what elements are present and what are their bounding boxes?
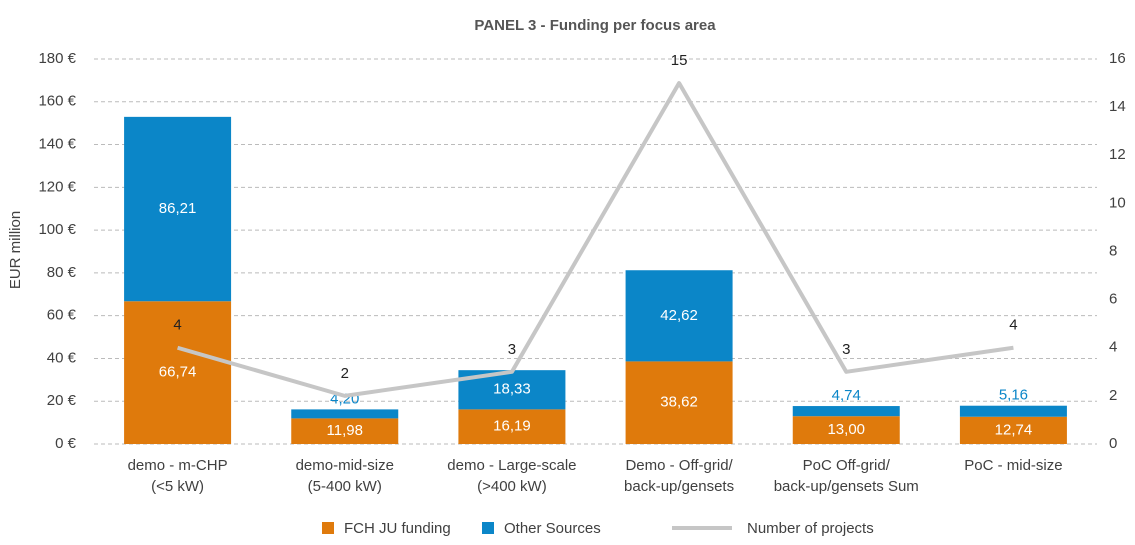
legend-label: Number of projects: [747, 520, 874, 537]
x-tick-label: back-up/gensets Sum: [774, 478, 919, 495]
y2-tick-label: 2: [1109, 387, 1117, 404]
y-tick-label: 0 €: [55, 435, 77, 452]
bar-segment: [124, 301, 232, 444]
x-tick-label: demo - m-CHP: [128, 457, 228, 474]
line-label: 3: [508, 341, 516, 358]
legend-label: Other Sources: [504, 520, 601, 537]
y2-tick-label: 8: [1109, 242, 1117, 259]
data-label: 86,21: [159, 200, 197, 217]
data-label: 66,74: [159, 364, 197, 381]
data-label: 11,98: [327, 422, 363, 439]
x-tick-label: PoC - mid-size: [964, 457, 1062, 474]
data-label: 42,62: [660, 307, 698, 324]
y-tick-label: 40 €: [47, 349, 77, 366]
data-label: 4,74: [832, 387, 861, 404]
y2-tick-label: 16: [1109, 50, 1126, 67]
y-tick-label: 120 €: [38, 178, 76, 195]
line-label: 15: [671, 52, 688, 69]
y-tick-label: 160 €: [38, 93, 76, 110]
legend-label: FCH JU funding: [344, 520, 451, 537]
line-label: 2: [341, 365, 349, 382]
chart-title: PANEL 3 - Funding per focus area: [474, 17, 716, 34]
data-label: 16,19: [493, 418, 531, 435]
x-tick-label: (5-400 kW): [308, 478, 382, 495]
y2-tick-label: 0: [1109, 435, 1117, 452]
y-axis-label: EUR million: [7, 211, 24, 289]
y-tick-label: 80 €: [47, 264, 77, 281]
bar-segment: [959, 405, 1067, 417]
x-tick-label: back-up/gensets: [624, 478, 734, 495]
legend-swatch: [322, 522, 334, 534]
x-tick-label: (<5 kW): [151, 478, 204, 495]
bar-segment: [625, 270, 733, 362]
y2-tick-label: 4: [1109, 339, 1117, 356]
bar-segment: [291, 409, 399, 419]
data-label: 5,16: [999, 387, 1028, 404]
x-tick-label: (>400 kW): [477, 478, 547, 495]
x-tick-label: demo - Large-scale: [447, 457, 576, 474]
data-label: 18,33: [493, 381, 531, 398]
data-label: 12,74: [995, 421, 1033, 438]
data-label: 13,00: [827, 421, 865, 438]
y-tick-label: 20 €: [47, 392, 77, 409]
x-tick-label: demo-mid-size: [296, 457, 394, 474]
y2-tick-label: 12: [1109, 146, 1126, 163]
line-label: 4: [173, 317, 181, 334]
bar-segment: [625, 361, 733, 444]
bar-segment: [124, 116, 232, 302]
legend-swatch: [482, 522, 494, 534]
line-label: 4: [1009, 317, 1017, 334]
y2-tick-label: 14: [1109, 98, 1126, 115]
bar-segment: [792, 406, 900, 417]
y-tick-label: 60 €: [47, 307, 77, 324]
x-tick-label: PoC Off-grid/: [803, 457, 891, 474]
y-tick-label: 140 €: [38, 136, 76, 153]
x-tick-label: Demo - Off-grid/: [625, 457, 733, 474]
bar-segment: [792, 416, 900, 444]
y2-tick-label: 6: [1109, 291, 1117, 308]
y-tick-label: 180 €: [38, 50, 76, 67]
bar-segment: [458, 409, 566, 444]
y2-tick-label: 10: [1109, 194, 1126, 211]
y-tick-label: 100 €: [38, 221, 76, 238]
bar-segment: [291, 418, 399, 444]
line-label: 3: [842, 341, 850, 358]
line: [177, 81, 1014, 398]
bar-segment: [959, 416, 1067, 444]
data-label: 38,62: [660, 394, 698, 411]
